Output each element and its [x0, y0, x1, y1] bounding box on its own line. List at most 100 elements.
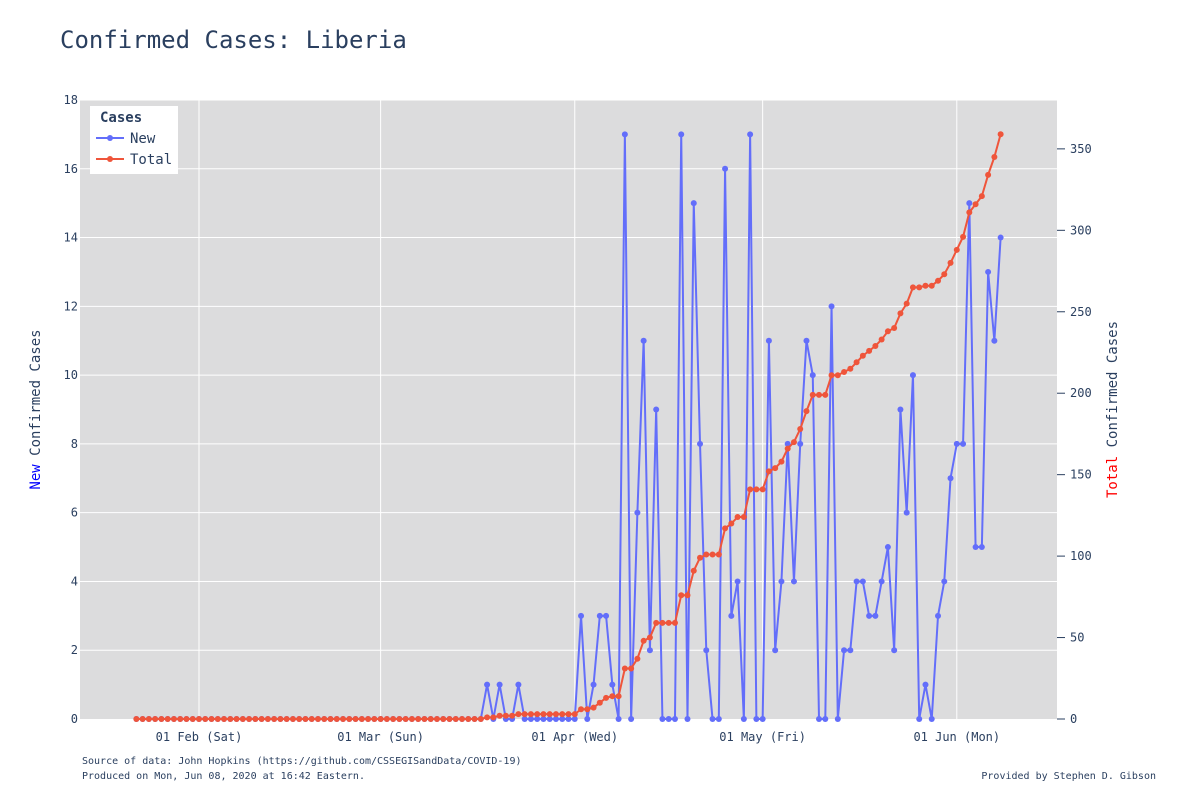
- data-point-total: [872, 342, 879, 349]
- data-point-new: [928, 716, 935, 722]
- data-point-new: [790, 578, 797, 585]
- data-point-total: [947, 259, 954, 266]
- data-point-total: [997, 131, 1004, 138]
- data-point-total: [841, 369, 848, 376]
- data-point-total: [715, 551, 722, 558]
- data-point-new: [834, 716, 841, 722]
- data-point-new: [659, 716, 666, 722]
- data-point-total: [953, 246, 960, 253]
- data-point-new: [653, 406, 660, 413]
- data-point-total: [659, 619, 666, 626]
- data-point-total: [515, 711, 522, 718]
- legend-marker-new: [107, 135, 113, 141]
- credit-note: Provided by Stephen D. Gibson: [981, 771, 1156, 782]
- data-point-total: [853, 359, 860, 366]
- data-point-total: [834, 372, 841, 379]
- data-point-total: [402, 716, 409, 722]
- data-point-total: [152, 716, 159, 722]
- data-point-total: [803, 408, 810, 415]
- data-point-total: [183, 716, 190, 722]
- data-point-total: [333, 716, 340, 722]
- data-point-new: [571, 716, 578, 722]
- data-point-total: [765, 468, 772, 475]
- data-point-total: [277, 716, 284, 722]
- y-left-tick-label: 2: [71, 643, 78, 657]
- data-point-total: [922, 282, 929, 289]
- data-point-new: [822, 716, 829, 722]
- data-point-total: [759, 486, 766, 493]
- data-point-total: [427, 716, 434, 722]
- x-tick-label: 01 Feb (Sat): [156, 730, 243, 744]
- data-point-new: [985, 268, 992, 275]
- data-point-new: [697, 440, 704, 447]
- data-point-total: [859, 352, 866, 359]
- data-point-total: [208, 716, 215, 722]
- data-point-new: [678, 131, 685, 138]
- y-right-axis-title: Total Confirmed Cases: [1105, 321, 1121, 498]
- data-point-new: [978, 544, 985, 551]
- data-point-new: [897, 406, 904, 413]
- data-point-new: [728, 612, 735, 619]
- data-point-total: [590, 704, 597, 711]
- data-point-total: [145, 716, 152, 722]
- data-point-total: [477, 716, 484, 722]
- data-point-total: [671, 619, 678, 626]
- data-point-total: [722, 525, 729, 532]
- data-point-total: [314, 716, 321, 722]
- data-point-total: [684, 592, 691, 599]
- data-point-new: [841, 647, 848, 654]
- data-point-new: [847, 647, 854, 654]
- data-point-new: [722, 165, 729, 172]
- data-point-total: [665, 619, 672, 626]
- data-point-total: [534, 711, 541, 718]
- data-point-total: [490, 714, 497, 721]
- data-point-new: [772, 647, 779, 654]
- data-point-new: [515, 681, 522, 688]
- y-left-tick-label: 18: [64, 93, 78, 107]
- data-point-total: [609, 693, 616, 700]
- y-left-tick-label: 10: [64, 368, 78, 382]
- data-point-total: [433, 716, 440, 722]
- data-point-new: [734, 578, 741, 585]
- data-point-total: [747, 486, 754, 493]
- data-point-new: [903, 509, 910, 516]
- y-right-tick-label: 100: [1070, 549, 1092, 563]
- data-point-total: [640, 637, 647, 644]
- data-point-total: [653, 619, 660, 626]
- data-point-new: [715, 716, 722, 722]
- data-point-total: [891, 325, 898, 332]
- y-right-tick-label: 250: [1070, 305, 1092, 319]
- produced-note: Produced on Mon, Jun 08, 2020 at 16:42 E…: [82, 771, 365, 782]
- data-point-new: [778, 578, 785, 585]
- data-point-new: [991, 337, 998, 344]
- data-point-total: [809, 391, 816, 398]
- data-point-total: [133, 716, 140, 722]
- data-point-new: [740, 716, 747, 722]
- data-point-total: [966, 209, 973, 216]
- data-point-total: [415, 716, 422, 722]
- data-point-total: [571, 711, 578, 718]
- y-right-tick-label: 350: [1070, 142, 1092, 156]
- data-point-total: [189, 716, 196, 722]
- data-point-total: [985, 171, 992, 178]
- data-point-new: [866, 612, 873, 619]
- data-point-total: [897, 310, 904, 317]
- data-point-total: [296, 716, 303, 722]
- data-point-total: [828, 372, 835, 379]
- data-point-new: [578, 612, 585, 619]
- data-point-new: [853, 578, 860, 585]
- data-point-new: [684, 716, 691, 722]
- data-point-total: [615, 693, 622, 700]
- data-point-new: [816, 716, 823, 722]
- data-point-total: [878, 336, 885, 343]
- data-point-total: [371, 716, 378, 722]
- data-point-total: [753, 486, 760, 493]
- y-right-tick-label: 300: [1070, 223, 1092, 237]
- data-point-new: [872, 612, 879, 619]
- data-point-total: [916, 284, 923, 291]
- data-point-total: [239, 716, 246, 722]
- data-point-total: [784, 445, 791, 452]
- data-point-new: [484, 681, 491, 688]
- data-point-total: [734, 514, 741, 521]
